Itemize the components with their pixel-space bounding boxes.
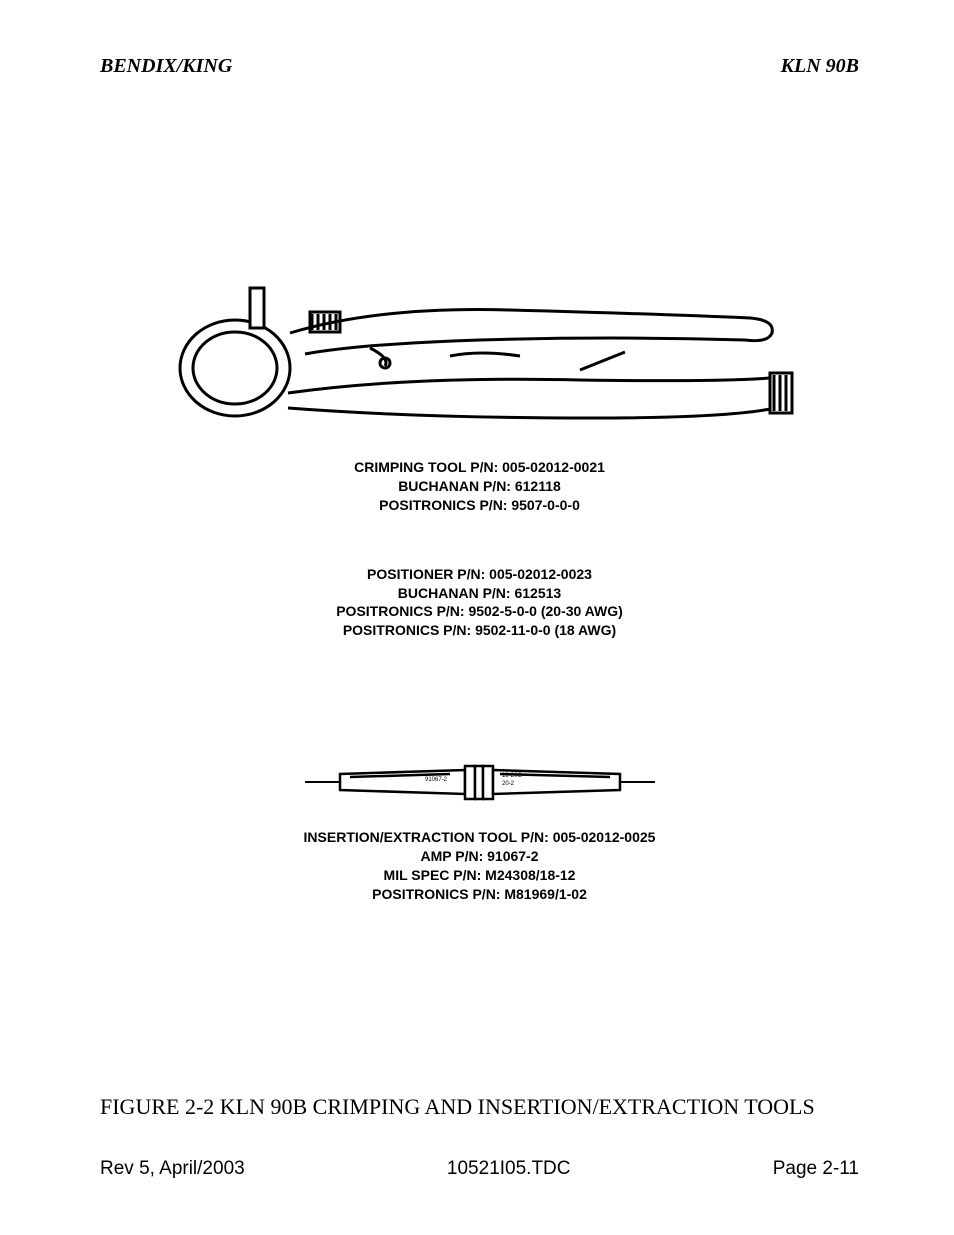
page-header: BENDIX/KING KLN 90B [100,55,859,78]
positioner-line3: POSITRONICS P/N: 9502-5-0-0 (20-30 AWG) [100,602,859,621]
page-footer: Rev 5, April/2003 10521I05.TDC Page 2-11 [100,1158,859,1180]
insertion-line1: INSERTION/EXTRACTION TOOL P/N: 005-02012… [100,828,859,847]
document-page: BENDIX/KING KLN 90B [0,0,954,1235]
positioner-label: POSITIONER P/N: 005-02012-0023 BUCHANAN … [100,565,859,641]
insertion-line2: AMP P/N: 91067-2 [100,847,859,866]
crimping-tool-label: CRIMPING TOOL P/N: 005-02012-0021 BUCHAN… [100,458,859,515]
crimping-line1: CRIMPING TOOL P/N: 005-02012-0021 [100,458,859,477]
positioner-line2: BUCHANAN P/N: 612513 [100,584,859,603]
figure-area: CRIMPING TOOL P/N: 005-02012-0021 BUCHAN… [100,278,859,1120]
spacer [100,690,859,760]
crimping-line3: POSITRONICS P/N: 9507-0-0-0 [100,496,859,515]
figure-caption: FIGURE 2-2 KLN 90B CRIMPING AND INSERTIO… [100,1094,859,1120]
svg-text:91067-2: 91067-2 [425,777,448,783]
svg-text:18-20G: 18-20G [502,773,522,779]
footer-docid: 10521I05.TDC [447,1158,571,1180]
positioner-line1: POSITIONER P/N: 005-02012-0023 [100,565,859,584]
header-right: KLN 90B [781,55,859,78]
insertion-tool-label: INSERTION/EXTRACTION TOOL P/N: 005-02012… [100,828,859,904]
footer-rev: Rev 5, April/2003 [100,1158,245,1180]
svg-text:20-2: 20-2 [502,781,515,787]
insertion-tool-drawing: 91067-2 18-20G 20-2 [300,760,660,805]
insertion-line4: POSITRONICS P/N: M81969/1-02 [100,885,859,904]
crimping-tool-drawing [160,278,800,433]
header-left: BENDIX/KING [100,55,232,78]
crimping-line2: BUCHANAN P/N: 612118 [100,477,859,496]
footer-page: Page 2-11 [773,1158,859,1180]
positioner-line4: POSITRONICS P/N: 9502-11-0-0 (18 AWG) [100,621,859,640]
insertion-line3: MIL SPEC P/N: M24308/18-12 [100,866,859,885]
